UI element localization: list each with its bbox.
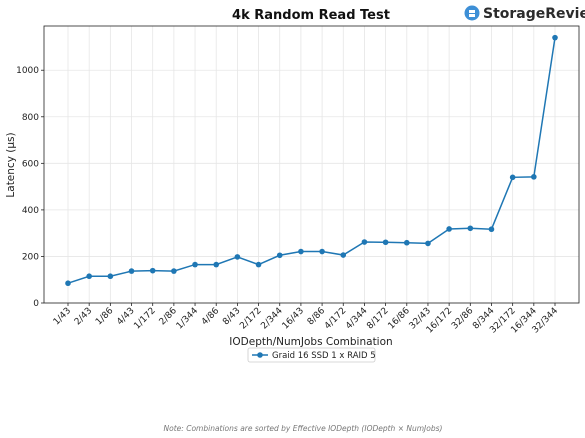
series-layer bbox=[65, 34, 558, 287]
x-ticks: 1/43 2/43 1/86 4/431/172 2/861/344 4/86 8/432/… bbox=[52, 303, 560, 336]
series-line bbox=[67, 37, 556, 284]
data-point bbox=[446, 226, 452, 232]
y-tick-label: 800 bbox=[22, 113, 39, 123]
x-tick-label: 32/86 bbox=[450, 306, 476, 332]
data-point bbox=[531, 174, 537, 180]
data-point bbox=[467, 225, 474, 232]
x-tick-label: 4/86 bbox=[200, 306, 222, 328]
footnote: Note: Combinations are sorted by Effecti… bbox=[164, 424, 443, 433]
data-point bbox=[171, 268, 177, 274]
data-point bbox=[213, 261, 220, 268]
storagereview-logo-mark bbox=[469, 10, 475, 17]
data-point bbox=[86, 273, 92, 280]
grid bbox=[44, 26, 579, 304]
data-point bbox=[425, 240, 431, 247]
x-tick-label: 4/172 bbox=[323, 306, 348, 331]
x-tick-label: 1/43 bbox=[52, 306, 73, 327]
x-tick-label: 16/43 bbox=[281, 306, 306, 331]
data-point bbox=[403, 239, 410, 246]
data-point bbox=[149, 267, 156, 274]
y-ticks: 0 200 400 600 800 1000 bbox=[16, 66, 44, 309]
x-tick-label: 2/172 bbox=[238, 306, 263, 331]
data-point bbox=[255, 261, 262, 268]
y-tick-label: 200 bbox=[22, 252, 39, 262]
data-point bbox=[361, 239, 368, 245]
x-tick-label: 8/172 bbox=[365, 306, 390, 331]
data-point bbox=[340, 252, 347, 258]
data-point bbox=[319, 248, 325, 255]
data-point bbox=[65, 280, 71, 287]
data-point bbox=[107, 273, 114, 280]
x-tick-label: 1/344 bbox=[175, 306, 201, 332]
x-tick-label: 2/344 bbox=[259, 306, 285, 332]
data-point bbox=[298, 248, 304, 255]
data-point bbox=[488, 226, 495, 233]
data-point bbox=[234, 254, 241, 260]
data-point bbox=[509, 174, 516, 181]
data-point bbox=[276, 252, 283, 259]
legend: Graid 16 SSD 1 x RAID 5 bbox=[247, 347, 376, 363]
legend-label: Graid 16 SSD 1 x RAID 5 bbox=[272, 351, 376, 361]
x-tick-label: 2/43 bbox=[73, 306, 94, 327]
x-tick-label: 1/172 bbox=[132, 306, 157, 331]
legend-box bbox=[247, 347, 376, 363]
y-tick-label: 400 bbox=[22, 206, 39, 216]
data-point bbox=[552, 34, 558, 41]
y-tick-label: 1000 bbox=[16, 66, 39, 76]
x-tick-label: 1/86 bbox=[94, 306, 116, 328]
legend-marker bbox=[257, 352, 263, 358]
chart-title: 4k Random Read Test bbox=[232, 8, 390, 23]
y-axis-label: Latency (µs) bbox=[5, 132, 17, 197]
y-tick-label: 0 bbox=[33, 299, 39, 309]
brand-name: StorageReview bbox=[483, 6, 585, 22]
data-point bbox=[192, 261, 198, 268]
x-axis-label: IODepth/NumJobs Combination bbox=[229, 336, 392, 348]
data-point bbox=[128, 268, 135, 274]
plot-frame bbox=[43, 25, 580, 304]
x-tick-label: 4/344 bbox=[344, 306, 370, 332]
x-tick-label: 16/86 bbox=[386, 306, 412, 332]
brand-logo: StorageReview bbox=[464, 5, 585, 22]
data-point bbox=[382, 239, 389, 246]
y-tick-label: 600 bbox=[22, 159, 39, 169]
